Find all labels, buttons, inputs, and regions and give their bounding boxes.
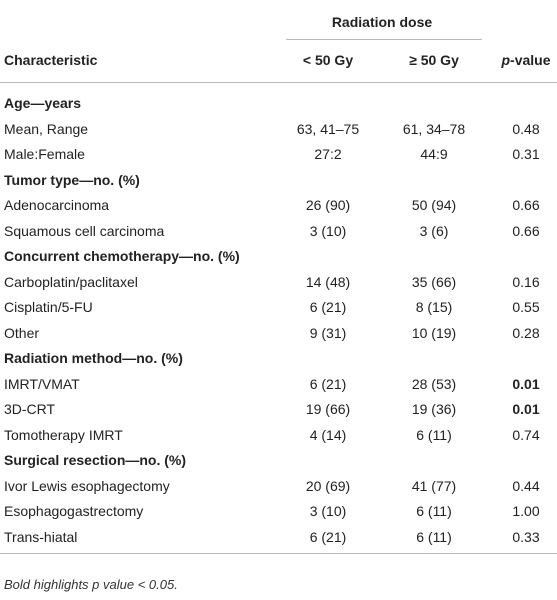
- cell: 6 (11): [416, 528, 452, 545]
- cell: 0.44: [512, 477, 540, 494]
- row-label: Male:Female: [4, 146, 85, 162]
- group-rule: [286, 39, 482, 40]
- row-label: Mean, Range: [4, 120, 89, 137]
- column-header: Characteristic: [4, 52, 98, 68]
- section-header: Concurrent chemotherapy—no. (%): [4, 248, 240, 264]
- row-label: Squamous cell carcinoma: [4, 222, 165, 239]
- cell: 3 (10): [309, 222, 347, 239]
- cell: 0.74: [512, 426, 540, 443]
- row-label: IMRT/VMAT: [4, 375, 80, 392]
- header-rule: [0, 82, 557, 83]
- cell: 6 (21): [309, 375, 347, 392]
- cell: 6 (11): [416, 426, 452, 443]
- p-value-header: p-value: [501, 52, 551, 68]
- cell: 0.55: [512, 299, 540, 315]
- cell: 0.28: [512, 324, 540, 341]
- cell: 61, 34–78: [402, 120, 466, 137]
- cell: 19 (36): [411, 401, 457, 417]
- row-label: Ivor Lewis esophagectomy: [4, 477, 170, 494]
- cell: 19 (66): [305, 401, 351, 417]
- cell: 3 (10): [309, 503, 347, 519]
- cell: 6 (11): [416, 503, 452, 519]
- cell: 35 (66): [411, 273, 457, 290]
- cell: 1.00: [512, 503, 540, 519]
- cell: 8 (15): [415, 299, 453, 315]
- cell: 0.16: [512, 273, 540, 290]
- cell: 20 (69): [305, 477, 351, 494]
- cell: 50 (94): [411, 197, 457, 213]
- cell: 0.31: [512, 146, 540, 162]
- row-label: Adenocarcinoma: [4, 197, 110, 213]
- cell: 6 (21): [309, 528, 347, 545]
- column-header: < 50 Gy: [302, 52, 354, 68]
- cell: 41 (77): [411, 477, 457, 494]
- cell: 0.66: [512, 197, 540, 213]
- cell: 9 (31): [309, 324, 347, 341]
- cell: 44:9: [420, 146, 448, 162]
- footnote: Bold highlights p value < 0.05.: [4, 577, 178, 592]
- cell: 0.66: [512, 222, 540, 239]
- cell: 4 (14): [309, 426, 347, 443]
- row-label: Tomotherapy IMRT: [4, 426, 123, 443]
- cell: 26 (90): [305, 197, 351, 213]
- cell: 0.01: [512, 401, 540, 417]
- cell: 0.48: [512, 120, 540, 137]
- column-header: ≥ 50 Gy: [409, 52, 459, 68]
- section-header: Tumor type—no. (%): [4, 171, 140, 188]
- cell: 14 (48): [305, 273, 351, 290]
- row-label: Cisplatin/5-FU: [4, 299, 93, 315]
- cell: 3 (6): [419, 222, 449, 239]
- cell: 6 (21): [309, 299, 347, 315]
- bottom-rule: [0, 553, 557, 554]
- section-header: Age—years: [4, 95, 82, 111]
- cell: 0.33: [512, 528, 540, 545]
- row-label: Carboplatin/paclitaxel: [4, 273, 138, 290]
- row-label: Esophagogastrectomy: [4, 503, 144, 519]
- cell: 10 (19): [411, 324, 457, 341]
- section-header: Radiation method—no. (%): [4, 350, 183, 366]
- row-label: Trans-hiatal: [4, 528, 78, 545]
- cell: 0.01: [512, 375, 540, 392]
- row-label: 3D-CRT: [4, 401, 56, 417]
- row-label: Other: [4, 324, 40, 341]
- cell: 63, 41–75: [296, 120, 360, 137]
- cell: 28 (53): [411, 375, 457, 392]
- column-header: p-value: [501, 50, 550, 70]
- section-header: Surgical resection—no. (%): [4, 452, 187, 468]
- group-header: Radiation dose: [331, 14, 433, 30]
- cell: 27:2: [314, 146, 342, 162]
